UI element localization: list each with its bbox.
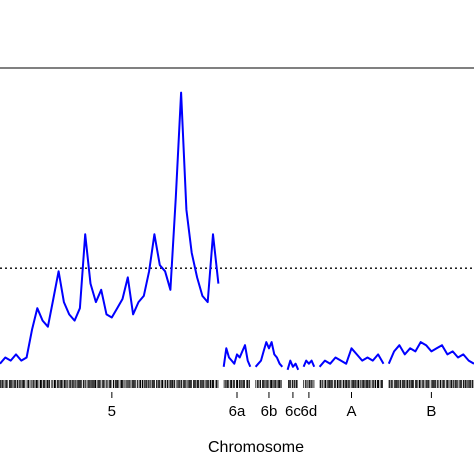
lod-curve-segment-A [318, 347, 385, 368]
x-tick-label-B: B [426, 403, 436, 420]
lod-curve-segment-6b [254, 341, 284, 368]
x-tick-label-6d: 6d [301, 403, 318, 420]
lod-curve-segment-6a [222, 344, 252, 368]
lod-curve-segment-5 [0, 91, 220, 365]
lod-curve-group [0, 91, 474, 371]
x-tick-label-6b: 6b [261, 403, 278, 420]
lod-curve-segment-6d [302, 359, 316, 368]
x-tick-label-A: A [346, 403, 356, 420]
marker-rug [0, 380, 474, 388]
x-axis-title: Chromosome [208, 439, 304, 456]
lod-curve-segment-B [387, 341, 474, 365]
x-tick-label-5: 5 [108, 403, 116, 420]
x-axis: 5 6a 6b 6c 6d A B [108, 392, 436, 420]
x-tick-label-6c: 6c [285, 403, 301, 420]
lod-curve-segment-6c [286, 359, 300, 371]
x-tick-label-6a: 6a [229, 403, 246, 420]
